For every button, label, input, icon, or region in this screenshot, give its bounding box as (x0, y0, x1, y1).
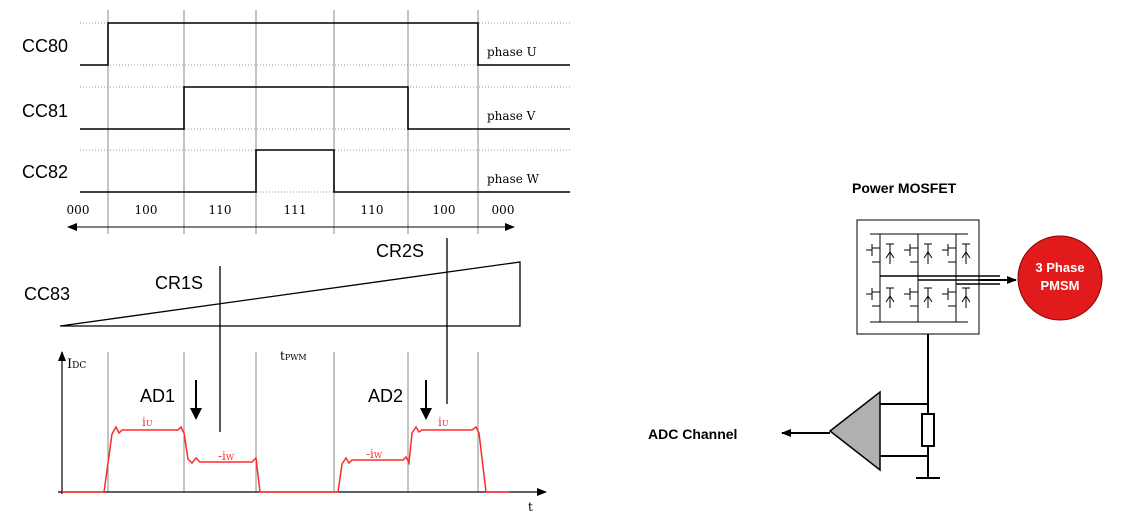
phase-label-w: phase W (487, 172, 540, 186)
shunt-wiring (880, 334, 940, 479)
cc82-waveform (80, 149, 570, 193)
sample-label-ad1: AD1 (140, 386, 175, 406)
carrier-label: CC83 (24, 284, 70, 304)
state-code: 000 (67, 203, 90, 217)
current-label-iw: -iW (366, 447, 383, 461)
dc-link-current-waveform (62, 425, 510, 493)
compare-label-cr2s: CR2S (376, 241, 424, 261)
signal-label-cc82: CC82 (22, 162, 68, 182)
state-code: 111 (284, 203, 307, 217)
timing-grid-bottom (107, 352, 479, 492)
state-code: 110 (361, 203, 384, 217)
down-arrow-icon (190, 380, 202, 420)
shunt-resistor (921, 413, 935, 447)
signal-label-cc80: CC80 (22, 36, 68, 56)
cc80-waveform (80, 22, 570, 66)
amplifier-triangle (828, 390, 881, 472)
state-code: 110 (209, 203, 232, 217)
phase-label-u: phase U (487, 45, 537, 59)
circuit-diagram: Power MOSFET (648, 180, 1103, 479)
cc81-waveform (80, 86, 570, 130)
current-label-iu: iU (438, 415, 449, 429)
adc-channel-label: ADC Channel (648, 426, 737, 442)
down-arrow-icon (420, 380, 432, 420)
period-label: tPWM (280, 349, 307, 363)
compare-label-cr1s: CR1S (155, 273, 203, 293)
motor-label-line2: PMSM (1041, 278, 1080, 293)
current-axis-label: IDC (67, 357, 86, 372)
motor-circle (1017, 235, 1103, 321)
timing-diagram: CC80 CC81 CC82 phase U phase V phase W 0… (22, 10, 570, 514)
motor-label-line1: 3 Phase (1035, 260, 1084, 275)
state-code: 000 (492, 203, 515, 217)
time-axis-label: t (528, 500, 533, 514)
signal-label-cc81: CC81 (22, 101, 68, 121)
carrier-ramp (59, 261, 521, 327)
state-code: 100 (433, 203, 456, 217)
current-label-iw: -iW (218, 449, 235, 463)
state-code: 100 (135, 203, 158, 217)
mosfet-label: Power MOSFET (852, 180, 957, 196)
phase-label-v: phase V (487, 109, 536, 123)
sample-label-ad2: AD2 (368, 386, 403, 406)
current-label-iu: iU (142, 415, 153, 429)
timing-grid-top (107, 10, 479, 234)
